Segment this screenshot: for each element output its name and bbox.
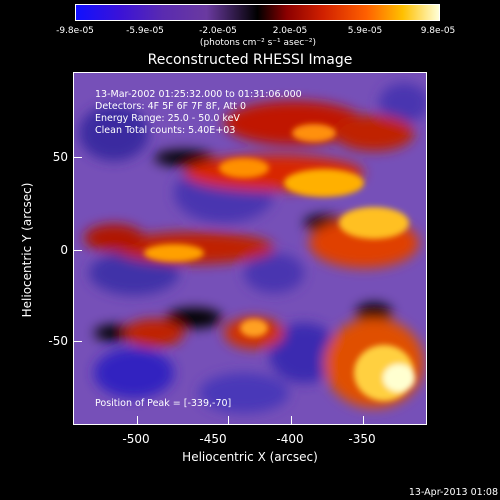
colorbar-tick: 5.9e-05	[347, 26, 383, 36]
colorbar-tick: 9.8e-05	[420, 26, 456, 36]
colorbar-unit: (photons cm⁻² s⁻¹ asec⁻²)	[199, 38, 317, 48]
info-time-range: 13-Mar-2002 01:25:32.000 to 01:31:06.000	[95, 89, 302, 100]
x-tick-label: -500	[122, 432, 150, 446]
info-energy: Energy Range: 25.0 - 50.0 keV	[95, 113, 240, 124]
info-counts: Clean Total counts: 5.40E+03	[95, 125, 236, 136]
x-tick-mark	[137, 416, 138, 424]
colorbar-tick: -2.0e-05	[199, 26, 237, 36]
info-peak: Position of Peak = [-339,-70]	[95, 398, 232, 409]
x-tick-label: -400	[276, 432, 304, 446]
x-tick-label: -450	[199, 432, 227, 446]
y-tick-label: 0	[60, 243, 68, 257]
plot-title: Reconstructed RHESSI Image	[147, 52, 353, 68]
x-tick-mark	[291, 416, 292, 424]
colorbar	[75, 4, 440, 21]
rhessi-image	[73, 72, 427, 425]
x-tick-mark	[363, 416, 364, 424]
info-detectors: Detectors: 4F 5F 6F 7F 8F, Att 0	[95, 101, 247, 112]
colorbar-tick: -5.9e-05	[126, 26, 164, 36]
y-tick-label: 50	[52, 150, 68, 164]
y-tick-mark	[74, 341, 82, 342]
y-tick-label: -50	[48, 334, 68, 348]
x-tick-mark	[228, 416, 229, 424]
colorbar-tick: 2.0e-05	[272, 26, 308, 36]
x-axis-label: Heliocentric X (arcsec)	[182, 450, 318, 464]
y-tick-mark	[74, 250, 82, 251]
colorbar-tick: -9.8e-05	[56, 26, 94, 36]
render-date: 13-Apr-2013 01:08	[408, 487, 498, 498]
y-axis-label: Heliocentric Y (arcsec)	[20, 182, 34, 318]
image-map	[74, 73, 426, 424]
y-tick-mark	[74, 157, 82, 158]
x-tick-label: -350	[348, 432, 376, 446]
